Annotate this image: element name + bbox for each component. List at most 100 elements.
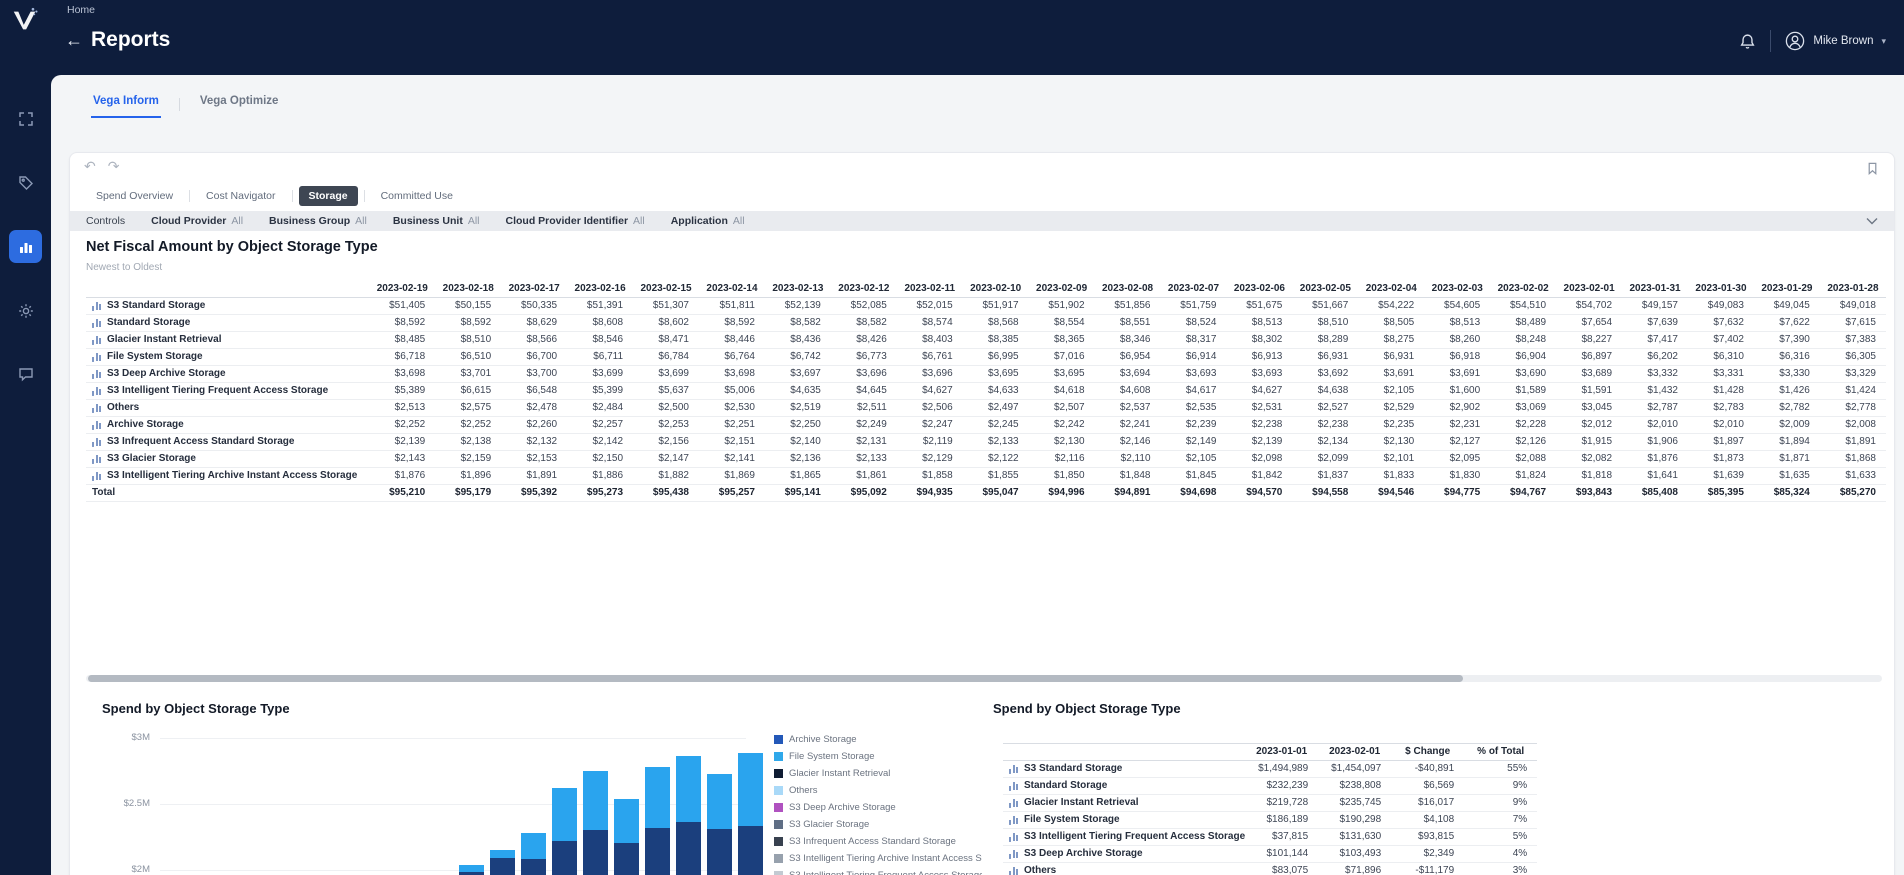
filter-cloud-provider-identifier[interactable]: Cloud Provider Identifier All	[506, 215, 645, 227]
pivot-row-label-text: S3 Intelligent Tiering Frequent Access S…	[107, 385, 329, 396]
pivot-row-label[interactable]: S3 Deep Archive Storage	[86, 365, 370, 383]
pivot-value-cell: $2,241	[1094, 416, 1161, 434]
table-row: Standard Storage $8,592 $8,592 $8,629 $8,608…	[86, 314, 1886, 332]
pivot-value-cell: $7,622	[1753, 314, 1820, 332]
scrollbar-thumb[interactable]	[88, 675, 1463, 682]
legend-item-s3-intelligent-tiering-frequent-access-storage[interactable]: S3 Intelligent Tiering Frequent Access S…	[774, 867, 982, 875]
stacked-bar[interactable]	[521, 833, 546, 875]
bar-segment-top	[552, 788, 577, 841]
expand-icon[interactable]	[9, 102, 42, 135]
stacked-bar[interactable]	[738, 753, 763, 875]
pivot-value-cell: $8,471	[633, 331, 699, 349]
bar-segment-top	[676, 756, 701, 822]
pivot-row-label[interactable]: S3 Standard Storage	[86, 297, 370, 315]
stacked-bar[interactable]	[552, 788, 577, 875]
pivot-value-cell: $7,402	[1688, 331, 1754, 349]
settings-gear-icon[interactable]	[9, 294, 42, 327]
pivot-value-cell: $2,010	[1688, 416, 1754, 434]
table-row: Total $95,210 $95,179 $95,392 $95,273 $95,438…	[86, 484, 1886, 502]
filter-cloud-provider[interactable]: Cloud Provider All	[151, 215, 243, 227]
filter-business-unit[interactable]: Business Unit All	[393, 215, 480, 227]
spend-row-label[interactable]: S3 Standard Storage	[1003, 760, 1246, 778]
pivot-value-cell: $2,537	[1094, 399, 1161, 417]
subtab-committed-use[interactable]: Committed Use	[380, 190, 453, 202]
pivot-value-cell: $2,146	[1094, 433, 1161, 451]
undo-icon[interactable]: ↶	[84, 158, 96, 174]
feedback-chat-icon[interactable]	[9, 357, 42, 390]
spend-value-cell: $93,815	[1391, 828, 1465, 846]
legend-item-glacier-instant-retrieval[interactable]: Glacier Instant Retrieval	[774, 765, 982, 782]
pivot-row-label[interactable]: File System Storage	[86, 348, 370, 366]
breadcrumb[interactable]: Home	[67, 4, 96, 16]
subtab-cost-navigator[interactable]: Cost Navigator	[206, 190, 276, 202]
spend-row-label[interactable]: Glacier Instant Retrieval	[1003, 794, 1246, 812]
stacked-bar[interactable]	[707, 774, 732, 875]
pivot-value-cell: $95,257	[699, 484, 765, 502]
pivot-row-label[interactable]: S3 Intelligent Tiering Frequent Access S…	[86, 382, 370, 400]
pivot-value-cell: $95,273	[567, 484, 634, 502]
subtab-spend-overview[interactable]: Spend Overview	[96, 190, 174, 202]
pivot-row-label[interactable]: S3 Intelligent Tiering Archive Instant A…	[86, 467, 370, 485]
redo-icon[interactable]: ↷	[107, 158, 120, 174]
spend-row-label[interactable]: S3 Intelligent Tiering Frequent Access S…	[1003, 828, 1246, 846]
chevron-down-icon[interactable]	[1866, 217, 1878, 225]
stacked-bar[interactable]	[645, 767, 670, 875]
pivot-value-cell: $6,202	[1622, 348, 1688, 366]
tab-vega-inform[interactable]: Vega Inform	[91, 91, 161, 118]
spend-row-label[interactable]: Others	[1003, 862, 1246, 875]
spend-row-label[interactable]: S3 Deep Archive Storage	[1003, 845, 1246, 863]
pivot-value-cell: $1,837	[1292, 467, 1359, 485]
reports-dashboard-icon[interactable]	[9, 230, 42, 263]
subtab-storage[interactable]: Storage	[298, 186, 358, 206]
pivot-value-cell: $2,235	[1358, 416, 1425, 434]
notification-bell-icon[interactable]	[1739, 33, 1756, 50]
legend-item-s3-glacier-storage[interactable]: S3 Glacier Storage	[774, 816, 982, 833]
bookmark-icon[interactable]	[1865, 161, 1880, 176]
pivot-row-label[interactable]: Standard Storage	[86, 314, 370, 332]
spend-corner-cell	[1003, 743, 1246, 761]
legend-item-s3-infrequent-access-standard-storage[interactable]: S3 Infrequent Access Standard Storage	[774, 833, 982, 850]
spend-value-cell: 4%	[1464, 845, 1538, 863]
pivot-value-cell: $2,507	[1028, 399, 1095, 417]
pivot-value-cell: $3,690	[1490, 365, 1557, 383]
pivot-value-cell: $51,405	[369, 297, 436, 315]
pivot-row-label[interactable]: S3 Infrequent Access Standard Storage	[86, 433, 370, 451]
filter-business-group[interactable]: Business Group All	[269, 215, 367, 227]
filter-application[interactable]: Application All	[671, 215, 745, 227]
pivot-date-header: 2023-02-01	[1556, 281, 1623, 298]
tab-vega-optimize[interactable]: Vega Optimize	[198, 91, 281, 118]
pivot-value-cell: $8,582	[830, 314, 897, 332]
pivot-row-label[interactable]: Glacier Instant Retrieval	[86, 331, 370, 349]
legend-item-file-system-storage[interactable]: File System Storage	[774, 748, 982, 765]
spend-row-label[interactable]: File System Storage	[1003, 811, 1246, 829]
spend-value-cell: 7%	[1464, 811, 1538, 829]
stacked-bar[interactable]	[490, 850, 515, 875]
table-row: S3 Standard Storage $1,494,989 $1,454,097-…	[1003, 760, 1538, 778]
legend-item-s3-deep-archive-storage[interactable]: S3 Deep Archive Storage	[774, 799, 982, 816]
pivot-value-cell: $2,484	[567, 399, 634, 417]
pivot-value-cell: $95,392	[501, 484, 568, 502]
user-menu[interactable]: Mike Brown ▾	[1785, 31, 1886, 51]
legend-item-others[interactable]: Others	[774, 782, 982, 799]
spend-row-label-text: Standard Storage	[1024, 780, 1108, 791]
spend-row-label-text: S3 Deep Archive Storage	[1024, 848, 1143, 859]
table-row: S3 Intelligent Tiering Archive Instant A…	[86, 467, 1886, 485]
stacked-bar[interactable]	[614, 799, 639, 875]
stacked-bar[interactable]	[583, 771, 608, 875]
pivot-value-cell: $2,127	[1424, 433, 1491, 451]
pivot-row-label[interactable]: Others	[86, 399, 370, 417]
table-row: Archive Storage $2,252 $2,252 $2,260 $2,257 $…	[86, 416, 1886, 434]
spend-row-label[interactable]: Standard Storage	[1003, 777, 1246, 795]
pivot-row-label[interactable]: S3 Glacier Storage	[86, 450, 370, 468]
back-arrow-icon[interactable]: ←	[65, 30, 83, 50]
tag-icon[interactable]	[9, 166, 42, 199]
pivot-value-cell: $5,006	[699, 382, 765, 400]
legend-item-s3-intelligent-tiering-archive-instant-access-storage[interactable]: S3 Intelligent Tiering Archive Instant A…	[774, 850, 982, 867]
stacked-bar[interactable]	[676, 756, 701, 875]
pivot-value-cell: $51,856	[1094, 297, 1161, 315]
vega-logo[interactable]	[10, 5, 40, 35]
stacked-bar[interactable]	[459, 865, 484, 875]
pivot-row-label[interactable]: Archive Storage	[86, 416, 370, 434]
legend-item-archive-storage[interactable]: Archive Storage	[774, 731, 982, 748]
pivot-value-cell: $1,600	[1424, 382, 1491, 400]
